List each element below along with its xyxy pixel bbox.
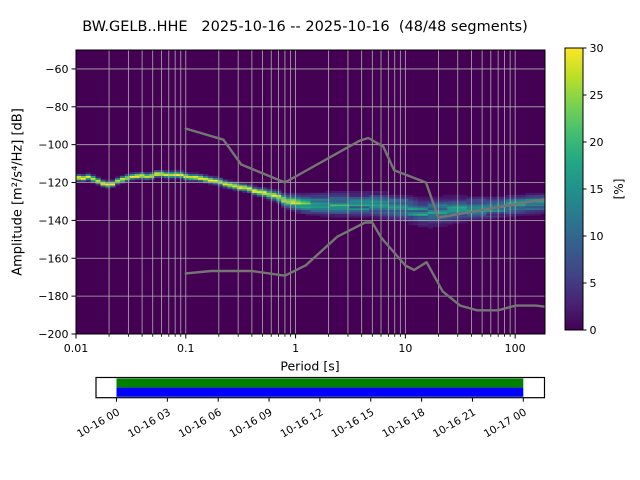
noise-model-curves [184,127,545,312]
colorbar-label: [%] [612,178,626,200]
x-axis-label: Period [s] [280,358,340,374]
x-tick-label: 0.01 [64,342,89,355]
timeline-tick-label: 10-16 00 [75,406,122,440]
x-tick-label: 10 [398,342,412,355]
x-tick-label: 1 [292,342,299,355]
colorbar-tick-label: 20 [590,136,604,149]
y-tick-label: −160 [38,252,68,265]
y-tick-label: −180 [38,290,68,303]
x-axis-ticks: 0.01 0.1 1 10 100 [64,334,526,355]
y-tick-label: −60 [45,63,68,76]
timeline-data-bar-bottom [116,387,524,397]
timeline-tick-label: 10-16 09 [228,406,275,440]
x-tick-label: 0.1 [177,342,195,355]
y-tick-label: −200 [38,328,68,341]
timeline-coverage: 10-16 00 10-16 03 10-16 06 10-16 09 10-16 12… [75,376,546,440]
x-tick-label: 100 [505,342,526,355]
colorbar-tick-label: 0 [590,324,597,337]
colorbar-tick-label: 5 [590,277,597,290]
colorbar-tick-label: 10 [590,230,604,243]
timeline-tick-label: 10-16 06 [177,406,224,440]
y-tick-label: −120 [38,177,68,190]
timeline-tick-label: 10-17 00 [482,406,529,440]
colorbar-tick-label: 15 [590,183,604,196]
grid [76,50,545,334]
timeline-tick-label: 10-16 12 [279,406,326,440]
timeline-tick-label: 10-16 03 [126,406,173,440]
y-tick-label: −80 [45,101,68,114]
plot-title: BW.GELB..HHE 2025-10-16 -- 2025-10-16 (4… [82,19,528,35]
colorbar-tick-label: 25 [590,89,604,102]
colorbar-tick-label: 30 [590,42,604,55]
y-tick-label: −140 [38,214,68,227]
timeline-data-bar-top [116,378,524,388]
timeline-tick-label: 10-16 18 [380,406,427,440]
plot-background [76,50,545,334]
timeline-tick-label: 10-16 21 [431,406,478,440]
timeline-tick-label: 10-16 15 [329,406,376,440]
y-axis-label: Amplitude [m²/s⁴/Hz] [dB] [10,108,26,276]
y-axis-ticks: −200 −180 −160 −140 −120 −100 −80 −60 [38,63,76,341]
colorbar: 0 5 10 15 20 25 30 [564,42,604,337]
y-tick-label: −100 [38,139,68,152]
axes-spines [75,49,546,335]
